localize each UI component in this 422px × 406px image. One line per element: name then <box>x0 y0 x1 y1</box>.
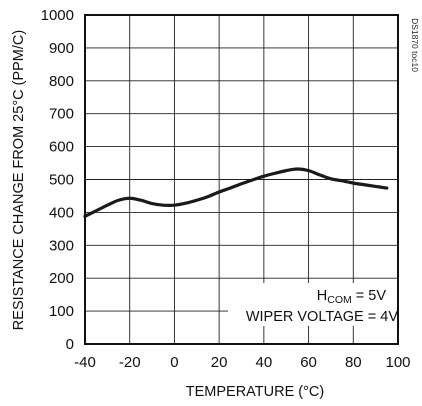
annotation-hcom-value: = 5V <box>352 288 387 304</box>
annotation-hcom: HCOM = 5V <box>317 288 387 306</box>
x-tick-label: 100 <box>385 354 410 371</box>
y-tick-label: 400 <box>49 204 74 221</box>
annotation-wiper-voltage: WIPER VOLTAGE = 4V <box>246 309 398 325</box>
x-tick-label: 40 <box>256 354 273 371</box>
y-axis-title: RESISTANCE CHANGE FROM 25°C (PPM/C) <box>11 30 27 330</box>
x-tick-label: -40 <box>74 354 96 371</box>
x-tick-label: 20 <box>211 354 228 371</box>
x-tick-labels: -40 -20 0 20 40 60 80 100 <box>74 354 410 371</box>
x-tick-label: -20 <box>119 354 141 371</box>
annotation-hcom-main: H <box>317 288 327 304</box>
y-tick-labels: 0 100 200 300 400 500 600 700 800 900 1000 <box>41 7 74 353</box>
figure-code: DS1870 toc10 <box>410 18 420 72</box>
y-tick-label: 600 <box>49 139 74 156</box>
plot-frame <box>84 14 399 345</box>
x-tick-label: 60 <box>300 354 317 371</box>
grid-lines <box>85 15 398 344</box>
annotation-hcom-subscript: COM <box>327 294 352 306</box>
annotation-group: HCOM = 5V WIPER VOLTAGE = 4V <box>228 283 401 326</box>
y-tick-label: 0 <box>66 336 74 353</box>
y-tick-label: 100 <box>49 303 74 320</box>
y-tick-label: 1000 <box>41 7 74 24</box>
x-tick-label: 80 <box>345 354 362 371</box>
y-tick-label: 200 <box>49 270 74 287</box>
y-tick-label: 800 <box>49 73 74 90</box>
x-axis-title: TEMPERATURE (°C) <box>186 384 324 400</box>
y-tick-label: 900 <box>49 40 74 57</box>
x-tick-label: 0 <box>170 354 178 371</box>
series-line-resistance-change <box>83 167 389 218</box>
y-tick-label: 500 <box>49 172 74 189</box>
y-tick-label: 700 <box>49 106 74 123</box>
y-tick-label: 300 <box>49 237 74 254</box>
annotation-box <box>228 283 401 326</box>
